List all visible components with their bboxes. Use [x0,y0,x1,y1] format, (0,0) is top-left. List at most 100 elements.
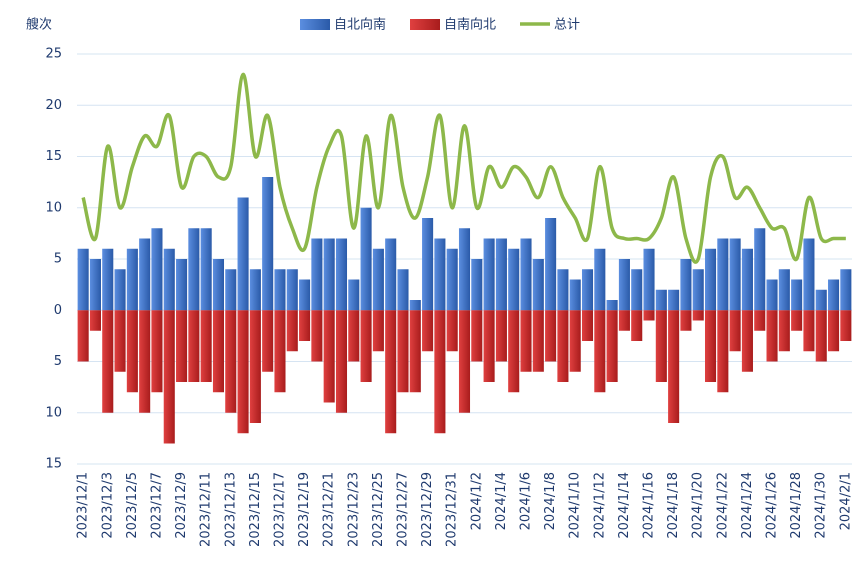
bar [237,310,249,434]
bar [114,269,126,311]
legend-label: 总计 [554,18,580,33]
bar [803,238,815,311]
bar [151,310,163,393]
bar [483,238,495,311]
bar [299,279,311,311]
bar [249,310,261,423]
bar [508,248,520,311]
bar [299,310,311,341]
x-tick-label: 2023/12/9 [174,472,189,539]
x-tick-label: 2024/1/20 [691,472,706,539]
bar [348,310,360,362]
bar [704,248,717,311]
bar [176,259,188,311]
bar [188,310,200,382]
bar [557,269,569,311]
bar [803,310,815,352]
bar [704,310,717,382]
bar [126,248,138,311]
bar [89,259,101,311]
bar [655,310,667,382]
bar [766,279,778,311]
x-tick-label: 2023/12/11 [199,472,214,547]
x-tick-label: 2023/12/21 [322,472,337,547]
bar [225,310,237,413]
x-tick-label: 2023/12/31 [445,472,460,547]
bar [151,228,163,311]
x-tick-label: 2024/1/2 [469,472,484,530]
bar [692,269,704,311]
x-tick-label: 2024/1/14 [617,472,632,539]
x-tick-label: 2023/12/7 [149,472,164,539]
x-tick-label: 2023/12/13 [223,472,238,547]
bar [286,310,298,352]
bar [458,228,471,311]
bar [532,259,544,311]
bar [717,238,729,311]
bar [397,269,409,311]
x-tick-label: 2023/12/19 [297,472,312,547]
bar [102,310,114,413]
bar [434,310,446,434]
x-tick-label: 2024/1/8 [543,472,558,530]
x-tick-label: 2023/12/25 [371,472,386,547]
bar [102,248,114,311]
bar [360,310,372,382]
bar [434,238,446,311]
bar [139,238,151,311]
bar [311,310,323,362]
bar [545,310,557,362]
bar [606,300,618,311]
bar [274,269,286,311]
bar [754,310,766,331]
x-tick-label: 2024/1/30 [814,472,829,539]
bar [569,279,581,311]
bar [139,310,151,413]
bar [335,310,348,413]
bar [741,310,753,372]
bar [372,248,384,311]
bar [828,310,840,352]
x-tick-label: 2024/1/26 [765,472,780,539]
x-tick-label: 2024/1/4 [494,472,509,530]
bar [791,310,803,331]
bar [237,197,249,311]
bar [791,279,803,311]
bar [545,218,557,311]
bar [286,269,298,311]
bar [163,310,175,444]
x-tick-label: 2023/12/23 [346,472,361,547]
bar [754,228,766,311]
bar [77,248,89,311]
bar [422,310,434,352]
bar [483,310,495,382]
y-tick-label: 20 [45,98,62,113]
y-tick-label: 5 [54,354,62,369]
bar [655,289,667,311]
bar [249,269,261,311]
x-tick-label: 2023/12/15 [248,472,263,547]
bar [360,207,372,311]
bar [323,238,335,311]
bar [446,248,458,311]
bar [606,310,618,382]
bar [89,310,101,331]
bar [274,310,286,393]
bar [495,310,507,362]
bar [188,228,200,311]
bar [126,310,138,393]
bar [409,300,421,311]
x-tick-label: 2024/1/16 [642,472,657,539]
bar [840,269,852,311]
legend-swatch [300,19,330,30]
y-tick-label: 5 [54,252,62,267]
bar [262,177,274,311]
bar [422,218,434,311]
total-line [81,72,846,264]
bar [508,310,520,393]
bar [631,310,643,341]
bar [495,238,507,311]
bar [372,310,384,352]
y-tick-label: 10 [45,200,62,215]
